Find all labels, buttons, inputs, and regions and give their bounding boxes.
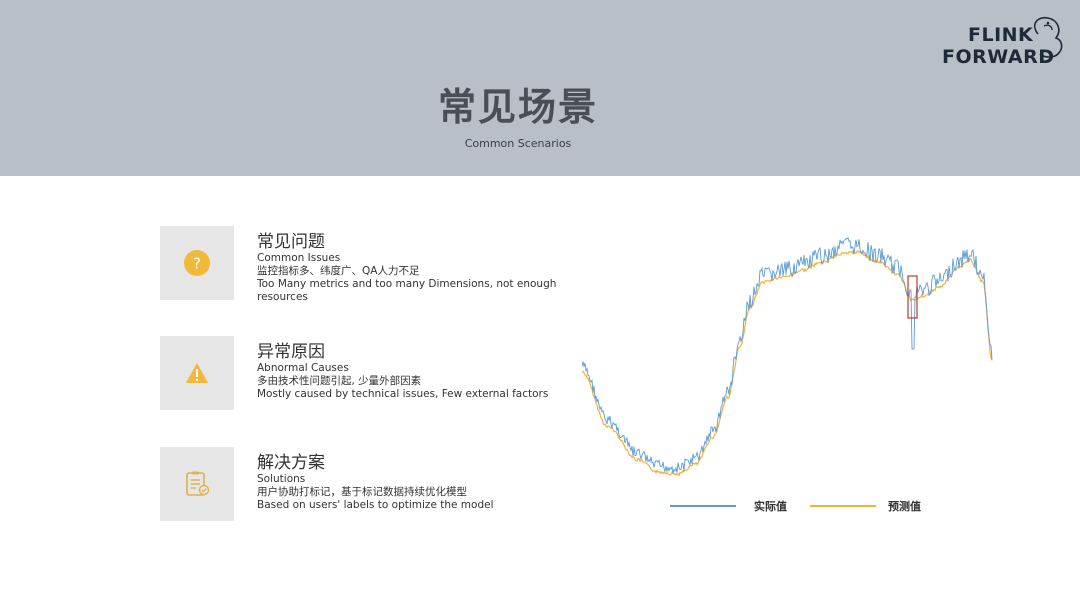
page-title: 常见场景 (437, 85, 598, 129)
series-line-actual (581, 236, 993, 474)
timeseries-chart (581, 236, 993, 477)
icon-tile: ? (160, 226, 234, 300)
item-desc-cn: 用户协助打标记，基于标记数据持续优化模型 (257, 486, 467, 498)
item-title-en: Solutions (257, 473, 306, 485)
legend-label-predicted: 预测值 (888, 500, 921, 513)
question-circle-icon: ? (184, 250, 210, 276)
logo-text-line1: FLINK (968, 24, 1034, 46)
list-item-abnormal-causes: 异常原因 Abnormal Causes 多由技术性问题引起, 少量外部因素 M… (160, 336, 580, 410)
svg-text:?: ? (193, 255, 201, 273)
item-title-cn: 常见问题 (257, 232, 325, 252)
flink-forward-logo: FLINK FORWARD (940, 16, 1070, 70)
clipboard-check-icon (186, 471, 210, 496)
item-title-en: Common Issues (257, 252, 341, 264)
item-desc-en: Based on users' labels to optimize the m… (257, 499, 494, 511)
item-desc-cn: 多由技术性问题引起, 少量外部因素 (257, 375, 422, 387)
page-subtitle: Common Scenarios (464, 137, 572, 150)
icon-tile (160, 336, 234, 410)
squirrel-logo-icon (1033, 16, 1063, 58)
icon-tile (160, 447, 234, 521)
list-item-solutions: 解决方案 Solutions 用户协助打标记，基于标记数据持续优化模型 Base… (160, 447, 580, 521)
list-item-common-issues: ? 常见问题 Common Issues 监控指标多、纬度广、QA人力不足 To… (160, 226, 580, 303)
item-title-cn: 解决方案 (257, 453, 325, 473)
logo-text-line2: FORWARD (942, 46, 1055, 68)
anomaly-highlight-box (907, 275, 918, 319)
series-line-predicted (581, 249, 993, 477)
item-title-en: Abnormal Causes (257, 362, 349, 374)
header-banner: 常见场景 Common Scenarios FLINK FORWARD (0, 0, 1080, 176)
legend-swatch-actual (670, 505, 736, 507)
legend-swatch-predicted (810, 505, 876, 507)
item-desc-cn: 监控指标多、纬度广、QA人力不足 (257, 265, 420, 277)
item-desc-en: Too Many metrics and too many Dimensions… (257, 278, 557, 303)
legend-label-actual: 实际值 (754, 500, 787, 513)
item-title-cn: 异常原因 (257, 342, 325, 362)
warning-triangle-icon (186, 363, 208, 383)
item-desc-en: Mostly caused by technical issues, Few e… (257, 388, 549, 400)
